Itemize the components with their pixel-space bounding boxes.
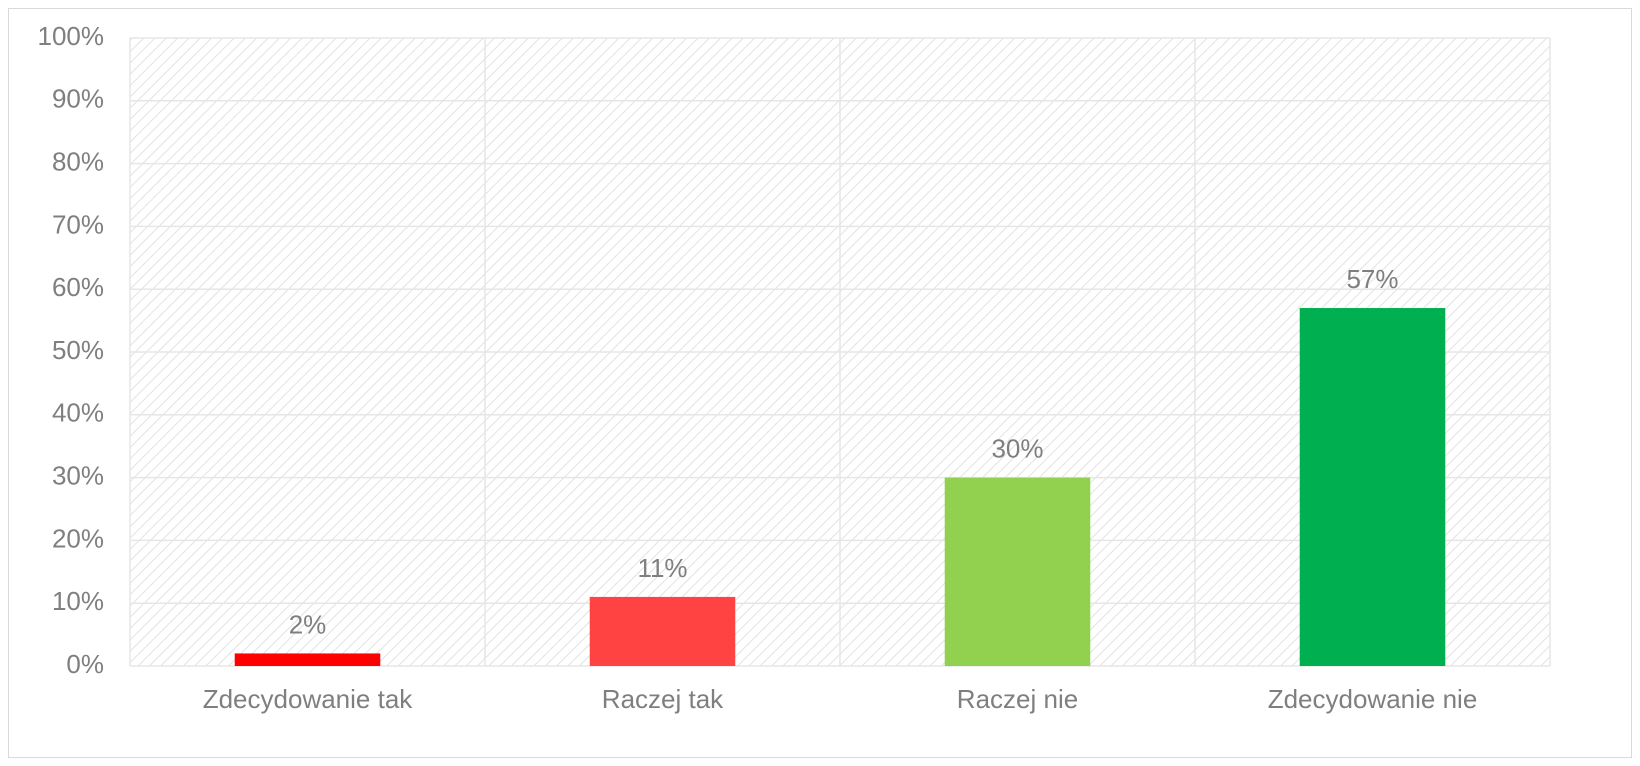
x-tick-label: Raczej tak bbox=[602, 684, 724, 714]
bar bbox=[1299, 308, 1446, 666]
y-tick-label: 60% bbox=[52, 272, 104, 302]
y-tick-label: 90% bbox=[52, 84, 104, 114]
x-tick-label: Raczej nie bbox=[957, 684, 1078, 714]
y-tick-label: 70% bbox=[52, 209, 104, 239]
y-tick-label: 0% bbox=[66, 649, 104, 679]
y-tick-label: 20% bbox=[52, 523, 104, 553]
bar bbox=[944, 477, 1091, 666]
data-label: 57% bbox=[1346, 264, 1398, 294]
y-tick-label: 10% bbox=[52, 586, 104, 616]
y-tick-label: 40% bbox=[52, 398, 104, 428]
y-tick-label: 100% bbox=[38, 21, 105, 51]
bar bbox=[234, 653, 381, 666]
bar bbox=[589, 596, 736, 666]
y-tick-label: 30% bbox=[52, 460, 104, 490]
data-label: 2% bbox=[289, 609, 327, 639]
data-label: 11% bbox=[637, 553, 687, 583]
data-label: 30% bbox=[991, 433, 1043, 463]
y-tick-label: 50% bbox=[52, 335, 104, 365]
x-tick-label: Zdecydowanie nie bbox=[1268, 684, 1478, 714]
y-tick-label: 80% bbox=[52, 146, 104, 176]
x-tick-label: Zdecydowanie tak bbox=[203, 684, 414, 714]
